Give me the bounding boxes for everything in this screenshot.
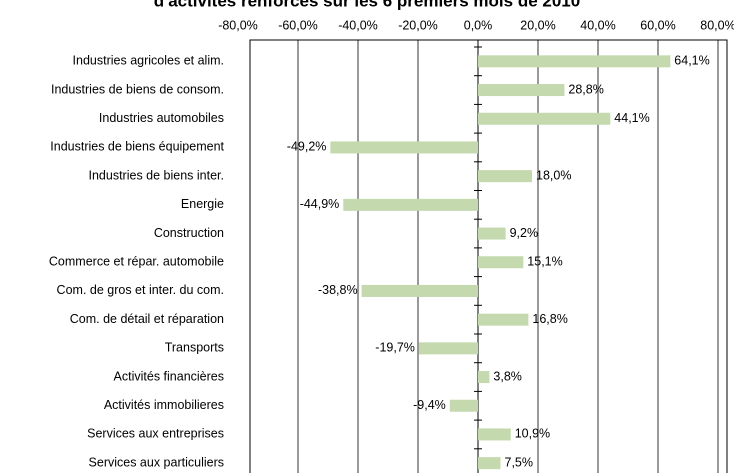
- bar: [478, 84, 565, 97]
- y-tick-label: Com. de gros et inter. du com.: [57, 283, 224, 297]
- bar: [478, 227, 506, 240]
- bar: [478, 55, 671, 68]
- y-tick-label: Services aux particuliers: [89, 455, 224, 469]
- x-tick-label: 40,0%: [580, 18, 615, 32]
- data-label: -38,8%: [318, 283, 358, 297]
- y-tick-label: Industries de biens de consom.: [51, 82, 224, 96]
- data-label: 44,1%: [614, 111, 649, 125]
- x-tick-label: 80,0%: [700, 18, 734, 32]
- data-label: -44,9%: [300, 197, 340, 211]
- data-label: 3,8%: [493, 369, 522, 383]
- bar: [478, 371, 490, 384]
- data-label: -49,2%: [287, 140, 327, 154]
- bar: [478, 313, 529, 326]
- y-tick-label: Industries de biens équipement: [50, 140, 224, 154]
- bar: [361, 284, 478, 297]
- bar: [478, 170, 532, 183]
- bar: [478, 428, 511, 441]
- x-tick-label: -60,0%: [278, 18, 318, 32]
- y-tick-label: Activités immobilieres: [104, 398, 224, 412]
- data-label: 16,8%: [532, 312, 567, 326]
- bar: [478, 256, 524, 269]
- y-tick-label: Industries automobiles: [99, 111, 224, 125]
- y-tick-label: Energie: [181, 197, 224, 211]
- bar: [449, 399, 478, 412]
- x-tick-label: 60,0%: [640, 18, 675, 32]
- x-tick-label: -40,0%: [338, 18, 378, 32]
- y-tick-label: Industries agricoles et alim.: [73, 54, 224, 68]
- y-tick-label: Industries de biens inter.: [89, 168, 225, 182]
- data-label: 10,9%: [515, 427, 550, 441]
- data-label: -9,4%: [413, 398, 446, 412]
- y-tick-label: Services aux entreprises: [87, 427, 224, 441]
- y-tick-label: Commerce et répar. automobile: [49, 255, 224, 269]
- bar: [330, 141, 478, 154]
- y-tick-label: Com. de détail et réparation: [70, 312, 224, 326]
- bar: [343, 198, 478, 211]
- bar: [478, 112, 611, 125]
- data-label: 15,1%: [527, 255, 562, 269]
- bar: [418, 342, 478, 355]
- plot-area: [249, 39, 728, 473]
- x-tick-label: 0,0%: [464, 18, 493, 32]
- y-tick-label: Transports: [165, 341, 224, 355]
- data-label: 28,8%: [568, 82, 603, 96]
- bar: [478, 457, 501, 470]
- data-label: -19,7%: [375, 341, 415, 355]
- y-tick-label: Construction: [154, 226, 224, 240]
- chart-title: d'activités renforcés sur les 6 premiers…: [154, 0, 580, 10]
- data-label: 18,0%: [536, 168, 571, 182]
- x-tick-label: -80,0%: [218, 18, 258, 32]
- y-tick-label: Activités financières: [114, 369, 224, 383]
- x-tick-label: 20,0%: [520, 18, 555, 32]
- data-label: 7,5%: [505, 455, 534, 469]
- data-label: 9,2%: [510, 226, 538, 240]
- x-tick-label: -20,0%: [398, 18, 438, 32]
- data-label: 64,1%: [674, 54, 709, 68]
